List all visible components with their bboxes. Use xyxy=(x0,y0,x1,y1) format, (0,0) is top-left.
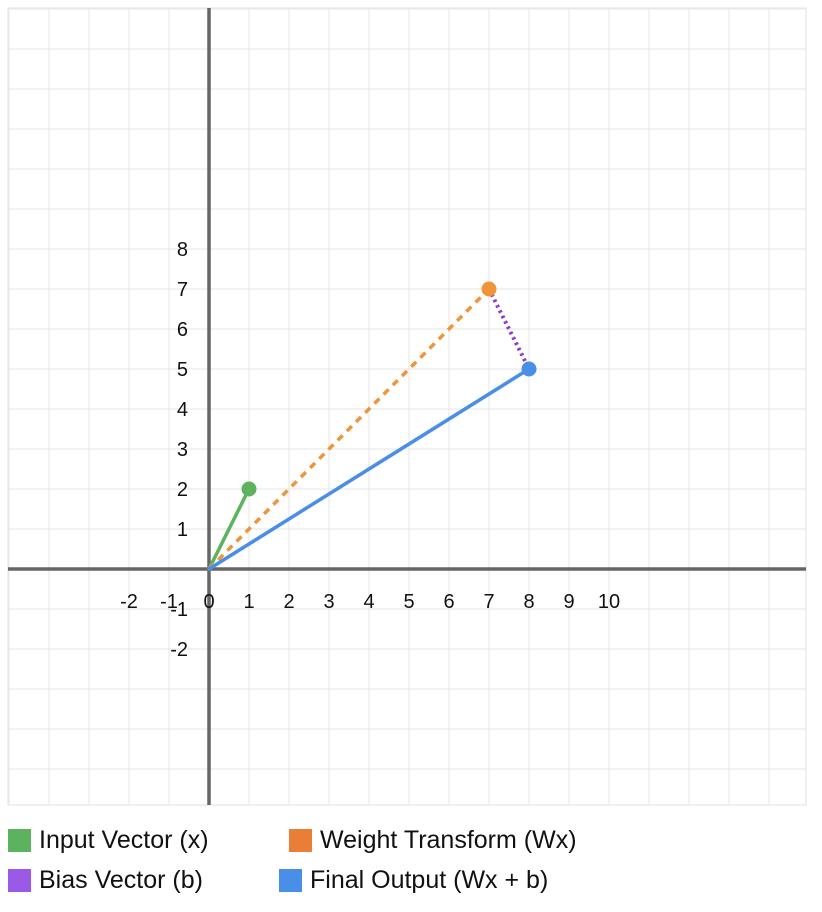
legend-item-weight: Weight Transform (Wx) xyxy=(289,826,577,855)
series-point-3 xyxy=(521,361,537,377)
legend-item-output: Final Output (Wx + b) xyxy=(279,866,548,895)
x-tick-label: 4 xyxy=(363,591,374,613)
x-tick-label: 1 xyxy=(243,591,254,613)
tick-labels: -2 -1 0 1 2 3 4 5 6 7 8 9 10 8 7 6 5 4 3 2 1 -1 -2 xyxy=(120,239,620,661)
grid-lines xyxy=(7,7,807,806)
x-tick-label: 5 xyxy=(403,591,414,613)
y-tick-label: 1 xyxy=(177,519,188,541)
y-tick-label: 6 xyxy=(177,319,188,341)
x-tick-label: 7 xyxy=(483,591,494,613)
legend-swatch-input xyxy=(8,829,31,852)
y-tick-label: 8 xyxy=(177,239,188,261)
axes xyxy=(8,8,806,805)
x-tick-label: 8 xyxy=(523,591,534,613)
y-tick-label: 3 xyxy=(177,439,188,461)
plot-border xyxy=(7,7,807,806)
legend-label-bias: Bias Vector (b) xyxy=(39,866,203,894)
x-tick-label: 2 xyxy=(283,591,294,613)
x-tick-label: 6 xyxy=(443,591,454,613)
x-tick-label: 0 xyxy=(203,591,214,613)
series-group xyxy=(207,281,537,571)
legend-swatch-weight xyxy=(289,829,312,852)
series-line-1 xyxy=(207,287,491,571)
y-tick-label: -1 xyxy=(170,599,188,621)
series-line-0 xyxy=(207,487,251,571)
legend-item-input: Input Vector (x) xyxy=(8,826,209,855)
x-tick-label: -1 xyxy=(160,591,178,613)
y-tick-label: -2 xyxy=(170,639,188,661)
x-tick-label: 10 xyxy=(598,591,620,613)
legend: Input Vector (x) Weight Transform (Wx) B… xyxy=(8,826,808,906)
y-tick-label: 7 xyxy=(177,279,188,301)
x-tick-label: 3 xyxy=(323,591,334,613)
legend-swatch-bias xyxy=(8,869,31,892)
legend-swatch-output xyxy=(279,869,302,892)
x-tick-label: -2 xyxy=(120,591,138,613)
y-tick-label: 2 xyxy=(177,479,188,501)
legend-label-output: Final Output (Wx + b) xyxy=(310,866,549,894)
series-point-0 xyxy=(241,481,257,497)
series-point-1 xyxy=(481,281,497,297)
legend-label-input: Input Vector (x) xyxy=(39,826,209,854)
legend-item-bias: Bias Vector (b) xyxy=(8,866,203,895)
vector-chart: -2 -1 0 1 2 3 4 5 6 7 8 9 10 8 7 6 5 4 3 2 1 -1 -2 xyxy=(7,7,807,806)
x-tick-label: 9 xyxy=(563,591,574,613)
legend-label-weight: Weight Transform (Wx) xyxy=(320,826,577,854)
series-line-3 xyxy=(207,367,531,571)
y-tick-label: 4 xyxy=(177,399,188,421)
y-tick-label: 5 xyxy=(177,359,188,381)
